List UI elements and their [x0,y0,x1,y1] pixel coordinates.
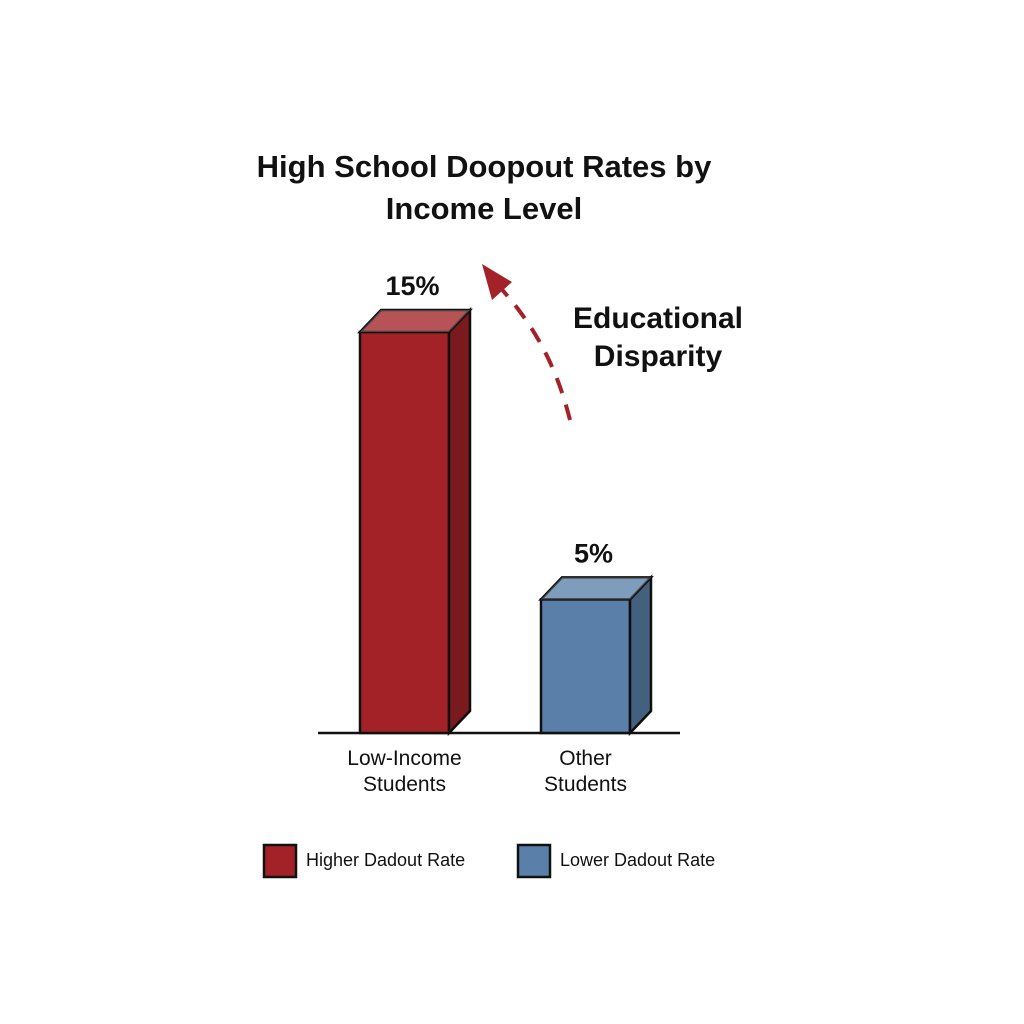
bar-top [538,576,654,601]
bar-side-shade [449,310,470,733]
bar-top-shade [541,577,651,600]
arrow-head [482,264,512,300]
value-label: 5% [574,538,613,568]
value-label: 15% [385,271,439,301]
bar-front [539,598,632,735]
legend-swatch [516,843,552,879]
annotation-arrow [495,282,572,421]
chart-title: High School Doopout Rates by Income Leve… [256,149,712,226]
legend-label: Lower Dadout Rate [560,850,715,870]
legend-label: Higher Dadout Rate [306,850,465,870]
annotation: Educational Disparity [572,302,744,373]
bar-side-shade [630,577,651,733]
legend-swatch [262,843,298,879]
x-tick-label: Low-Income Students [347,747,462,796]
bar-top [357,308,473,334]
x-tick-label: Other Students [544,747,627,796]
bar-front [358,330,451,735]
bar-top-shade [360,310,470,332]
